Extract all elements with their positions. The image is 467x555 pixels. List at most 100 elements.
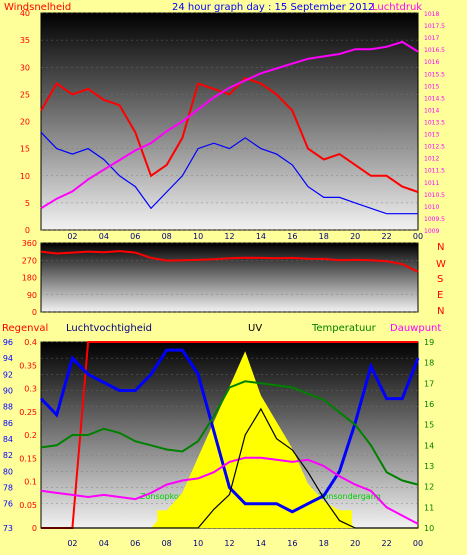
y-tick-pressure: 1009.5 xyxy=(424,216,445,223)
y-tick-temperature: 14 xyxy=(424,441,434,450)
y-tick-pressure: 1012.5 xyxy=(424,144,445,151)
y-tick-direction: 270 xyxy=(22,256,37,265)
rain-label: Regenval xyxy=(2,323,48,334)
y-tick-temperature: 18 xyxy=(424,359,434,368)
y-tick-pressure: 1015.5 xyxy=(424,71,445,78)
x-tick-label-top: 14 xyxy=(256,232,266,241)
y-tick-humidity: 80 xyxy=(3,467,13,476)
y-tick-humidity: 88 xyxy=(3,403,13,412)
x-tick-label-bottom: 22 xyxy=(381,539,391,548)
y-tick-pressure: 1011 xyxy=(424,180,439,187)
y-tick-temperature: 15 xyxy=(424,421,434,430)
y-tick-pressure: 1017.5 xyxy=(424,23,445,30)
wind-direction-line xyxy=(40,250,419,273)
y-tick-temperature: 12 xyxy=(424,483,434,492)
y-tick-temperature: 17 xyxy=(424,379,434,388)
y-tick-humidity: 90 xyxy=(3,387,13,396)
y-tick-pressure: 1015 xyxy=(424,83,439,90)
pressure-line xyxy=(40,40,419,210)
x-tick-label-bottom: 12 xyxy=(224,539,234,548)
daylight-band xyxy=(157,510,353,528)
y-tick-wind: 35 xyxy=(20,36,30,45)
y-tick-pressure: 1010 xyxy=(424,204,439,211)
x-tick-label-bottom: 18 xyxy=(319,539,329,548)
y-tick-rain: 0.4 xyxy=(24,338,37,347)
x-tick-label-bottom: 14 xyxy=(256,539,266,548)
dewpoint-line xyxy=(40,456,419,525)
y-tick-temperature: 10 xyxy=(424,524,434,533)
x-tick-label-top: 02 xyxy=(67,232,77,241)
x-tick-label-top: 08 xyxy=(162,232,172,241)
sunrise-annotation: Zonsopkomst xyxy=(140,492,194,501)
rain-line xyxy=(41,341,418,529)
y-tick-humidity: 84 xyxy=(3,435,13,444)
y-tick-rain: 0.25 xyxy=(19,408,37,417)
y-tick-pressure: 1018 xyxy=(424,11,439,18)
humidity-label: Luchtvochtigheid xyxy=(66,323,152,334)
y-tick-wind: 15 xyxy=(20,145,30,154)
x-tick-label-top: 10 xyxy=(193,232,203,241)
y-tick-rain: 0.15 xyxy=(19,454,37,463)
y-tick-temperature: 11 xyxy=(424,503,434,512)
x-tick-label-top: 12 xyxy=(224,232,234,241)
solar-area xyxy=(41,351,418,528)
uv-line xyxy=(41,407,418,529)
x-tick-label-top: 00 xyxy=(413,232,423,241)
y-tick-humidity: 76 xyxy=(3,500,13,509)
x-tick-label-bottom: 16 xyxy=(287,539,297,548)
wind-average-line xyxy=(40,131,418,215)
x-tick-label-bottom: 10 xyxy=(193,539,203,548)
y-tick-wind: 20 xyxy=(20,118,30,127)
y-tick-pressure: 1009 xyxy=(424,228,439,235)
wind-speed-label: Windsnelheid xyxy=(4,2,71,13)
x-tick-label-top: 22 xyxy=(381,232,391,241)
y-tick-rain: 0.1 xyxy=(24,478,37,487)
y-tick-pressure: 1013 xyxy=(424,132,439,139)
y-tick-temperature: 19 xyxy=(424,338,434,347)
y-tick-pressure: 1011.5 xyxy=(424,168,445,175)
y-tick-temperature: 13 xyxy=(424,462,434,471)
direction-label-n-bottom: N xyxy=(437,306,444,317)
x-tick-label-bottom: 00 xyxy=(413,539,423,548)
y-tick-humidity: 96 xyxy=(3,338,13,347)
y-tick-humidity: 86 xyxy=(3,419,13,428)
y-tick-direction: 180 xyxy=(22,274,37,283)
y-tick-rain: 0.2 xyxy=(24,431,37,440)
y-tick-humidity: 73 xyxy=(3,524,13,533)
y-tick-pressure: 1016 xyxy=(424,59,439,66)
y-tick-humidity: 92 xyxy=(3,370,13,379)
y-tick-rain: 0.35 xyxy=(19,361,37,370)
y-tick-pressure: 1012 xyxy=(424,156,439,163)
dewpoint-label: Dauwpunt xyxy=(390,323,441,334)
y-tick-humidity: 78 xyxy=(3,484,13,493)
y-tick-rain: 0.05 xyxy=(19,501,37,510)
y-tick-wind: 25 xyxy=(20,90,30,99)
direction-label-n-top: N xyxy=(437,242,444,253)
y-tick-temperature: 16 xyxy=(424,400,434,409)
y-tick-pressure: 1013.5 xyxy=(424,120,445,127)
sunset-annotation: Zonsondergang xyxy=(318,492,381,501)
y-tick-direction: 360 xyxy=(22,239,37,248)
y-tick-wind: 40 xyxy=(20,9,30,18)
wind-gust-line xyxy=(40,76,419,193)
y-tick-wind: 5 xyxy=(25,199,30,208)
x-tick-label-bottom: 02 xyxy=(67,539,77,548)
y-tick-wind: 30 xyxy=(20,63,30,72)
chart-marks: 051015202530354010091009.510101010.51011… xyxy=(3,9,445,548)
x-tick-label-bottom: 20 xyxy=(350,539,360,548)
y-tick-wind: 0 xyxy=(25,226,30,235)
chart-title: 24 hour graph day : 15 September 2012 xyxy=(172,2,374,13)
y-tick-direction: 0 xyxy=(32,308,37,317)
direction-label-w: W xyxy=(436,259,446,270)
y-tick-direction: 90 xyxy=(27,291,37,300)
y-tick-pressure: 1016.5 xyxy=(424,47,445,54)
x-tick-label-bottom: 06 xyxy=(130,539,140,548)
y-tick-pressure: 1010.5 xyxy=(424,192,445,199)
x-tick-label-top: 04 xyxy=(99,232,109,241)
x-tick-label-top: 16 xyxy=(287,232,297,241)
y-tick-pressure: 1014 xyxy=(424,107,439,114)
x-tick-label-top: 06 xyxy=(130,232,140,241)
pressure-label: Luchtdruk xyxy=(372,2,422,13)
x-tick-label-top: 18 xyxy=(319,232,329,241)
